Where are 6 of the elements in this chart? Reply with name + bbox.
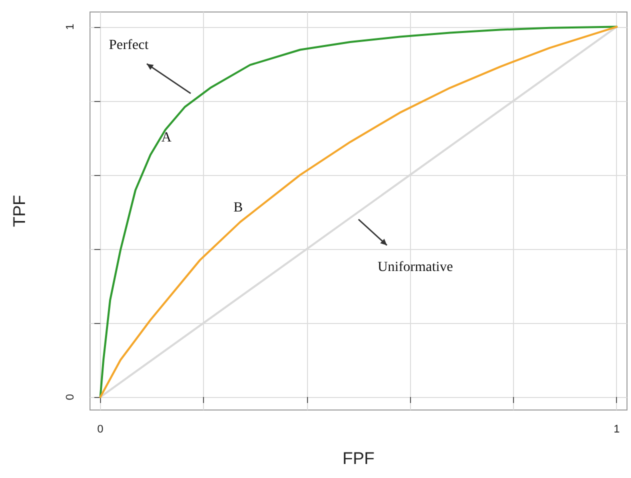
annotation: Perfect [108,38,149,53]
x-axis-title: FPF [342,449,375,468]
annotation: A [161,130,172,146]
y-axis-title: TPF [10,194,29,228]
annotation: B [234,200,243,216]
annotation: Uniformative [378,260,454,275]
